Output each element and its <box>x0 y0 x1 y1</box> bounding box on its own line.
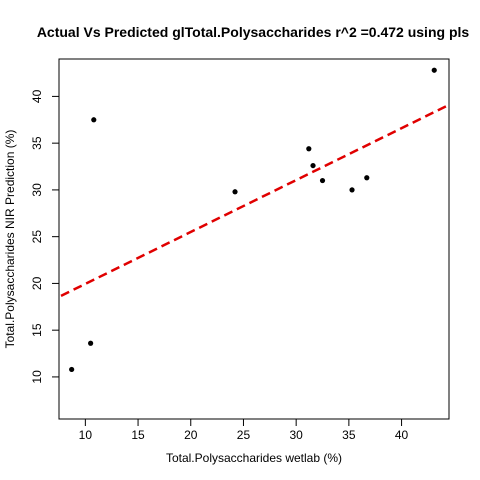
x-axis-label: Total.Polysaccharides wetlab (%) <box>166 451 342 465</box>
y-tick-label: 35 <box>30 136 44 150</box>
data-point <box>232 189 238 195</box>
y-tick-label: 10 <box>30 370 44 384</box>
y-tick-label: 30 <box>30 183 44 197</box>
data-point <box>88 340 94 346</box>
data-point <box>91 117 97 123</box>
data-point <box>319 177 326 184</box>
plot-area <box>59 67 449 373</box>
x-tick-label: 15 <box>131 428 145 442</box>
data-points <box>69 67 437 373</box>
y-tick-label: 20 <box>30 276 44 290</box>
plot-frame <box>58 58 450 420</box>
x-tick-label: 10 <box>79 428 93 442</box>
y-tick-label: 15 <box>30 323 44 337</box>
chart-title: Actual Vs Predicted glTotal.Polysacchari… <box>37 24 470 40</box>
y-tick-label: 25 <box>30 230 44 244</box>
x-tick-label: 20 <box>184 428 198 442</box>
x-tick-label: 35 <box>342 428 356 442</box>
x-axis: 10 15 20 25 30 35 40 <box>79 419 409 442</box>
data-point <box>431 67 437 73</box>
y-axis-label: Total.Polysaccharides NIR Prediction (%) <box>3 130 17 349</box>
data-point <box>69 366 75 373</box>
data-point <box>306 146 312 152</box>
x-tick-label: 40 <box>395 428 409 442</box>
x-tick-label: 30 <box>289 428 303 442</box>
data-point <box>310 162 316 169</box>
data-point <box>364 175 370 181</box>
data-point <box>349 187 355 193</box>
y-axis: 10 15 20 25 30 35 40 <box>30 89 59 384</box>
fit-line <box>59 103 449 299</box>
x-tick-label: 25 <box>237 428 251 442</box>
y-tick-label: 40 <box>30 89 44 103</box>
